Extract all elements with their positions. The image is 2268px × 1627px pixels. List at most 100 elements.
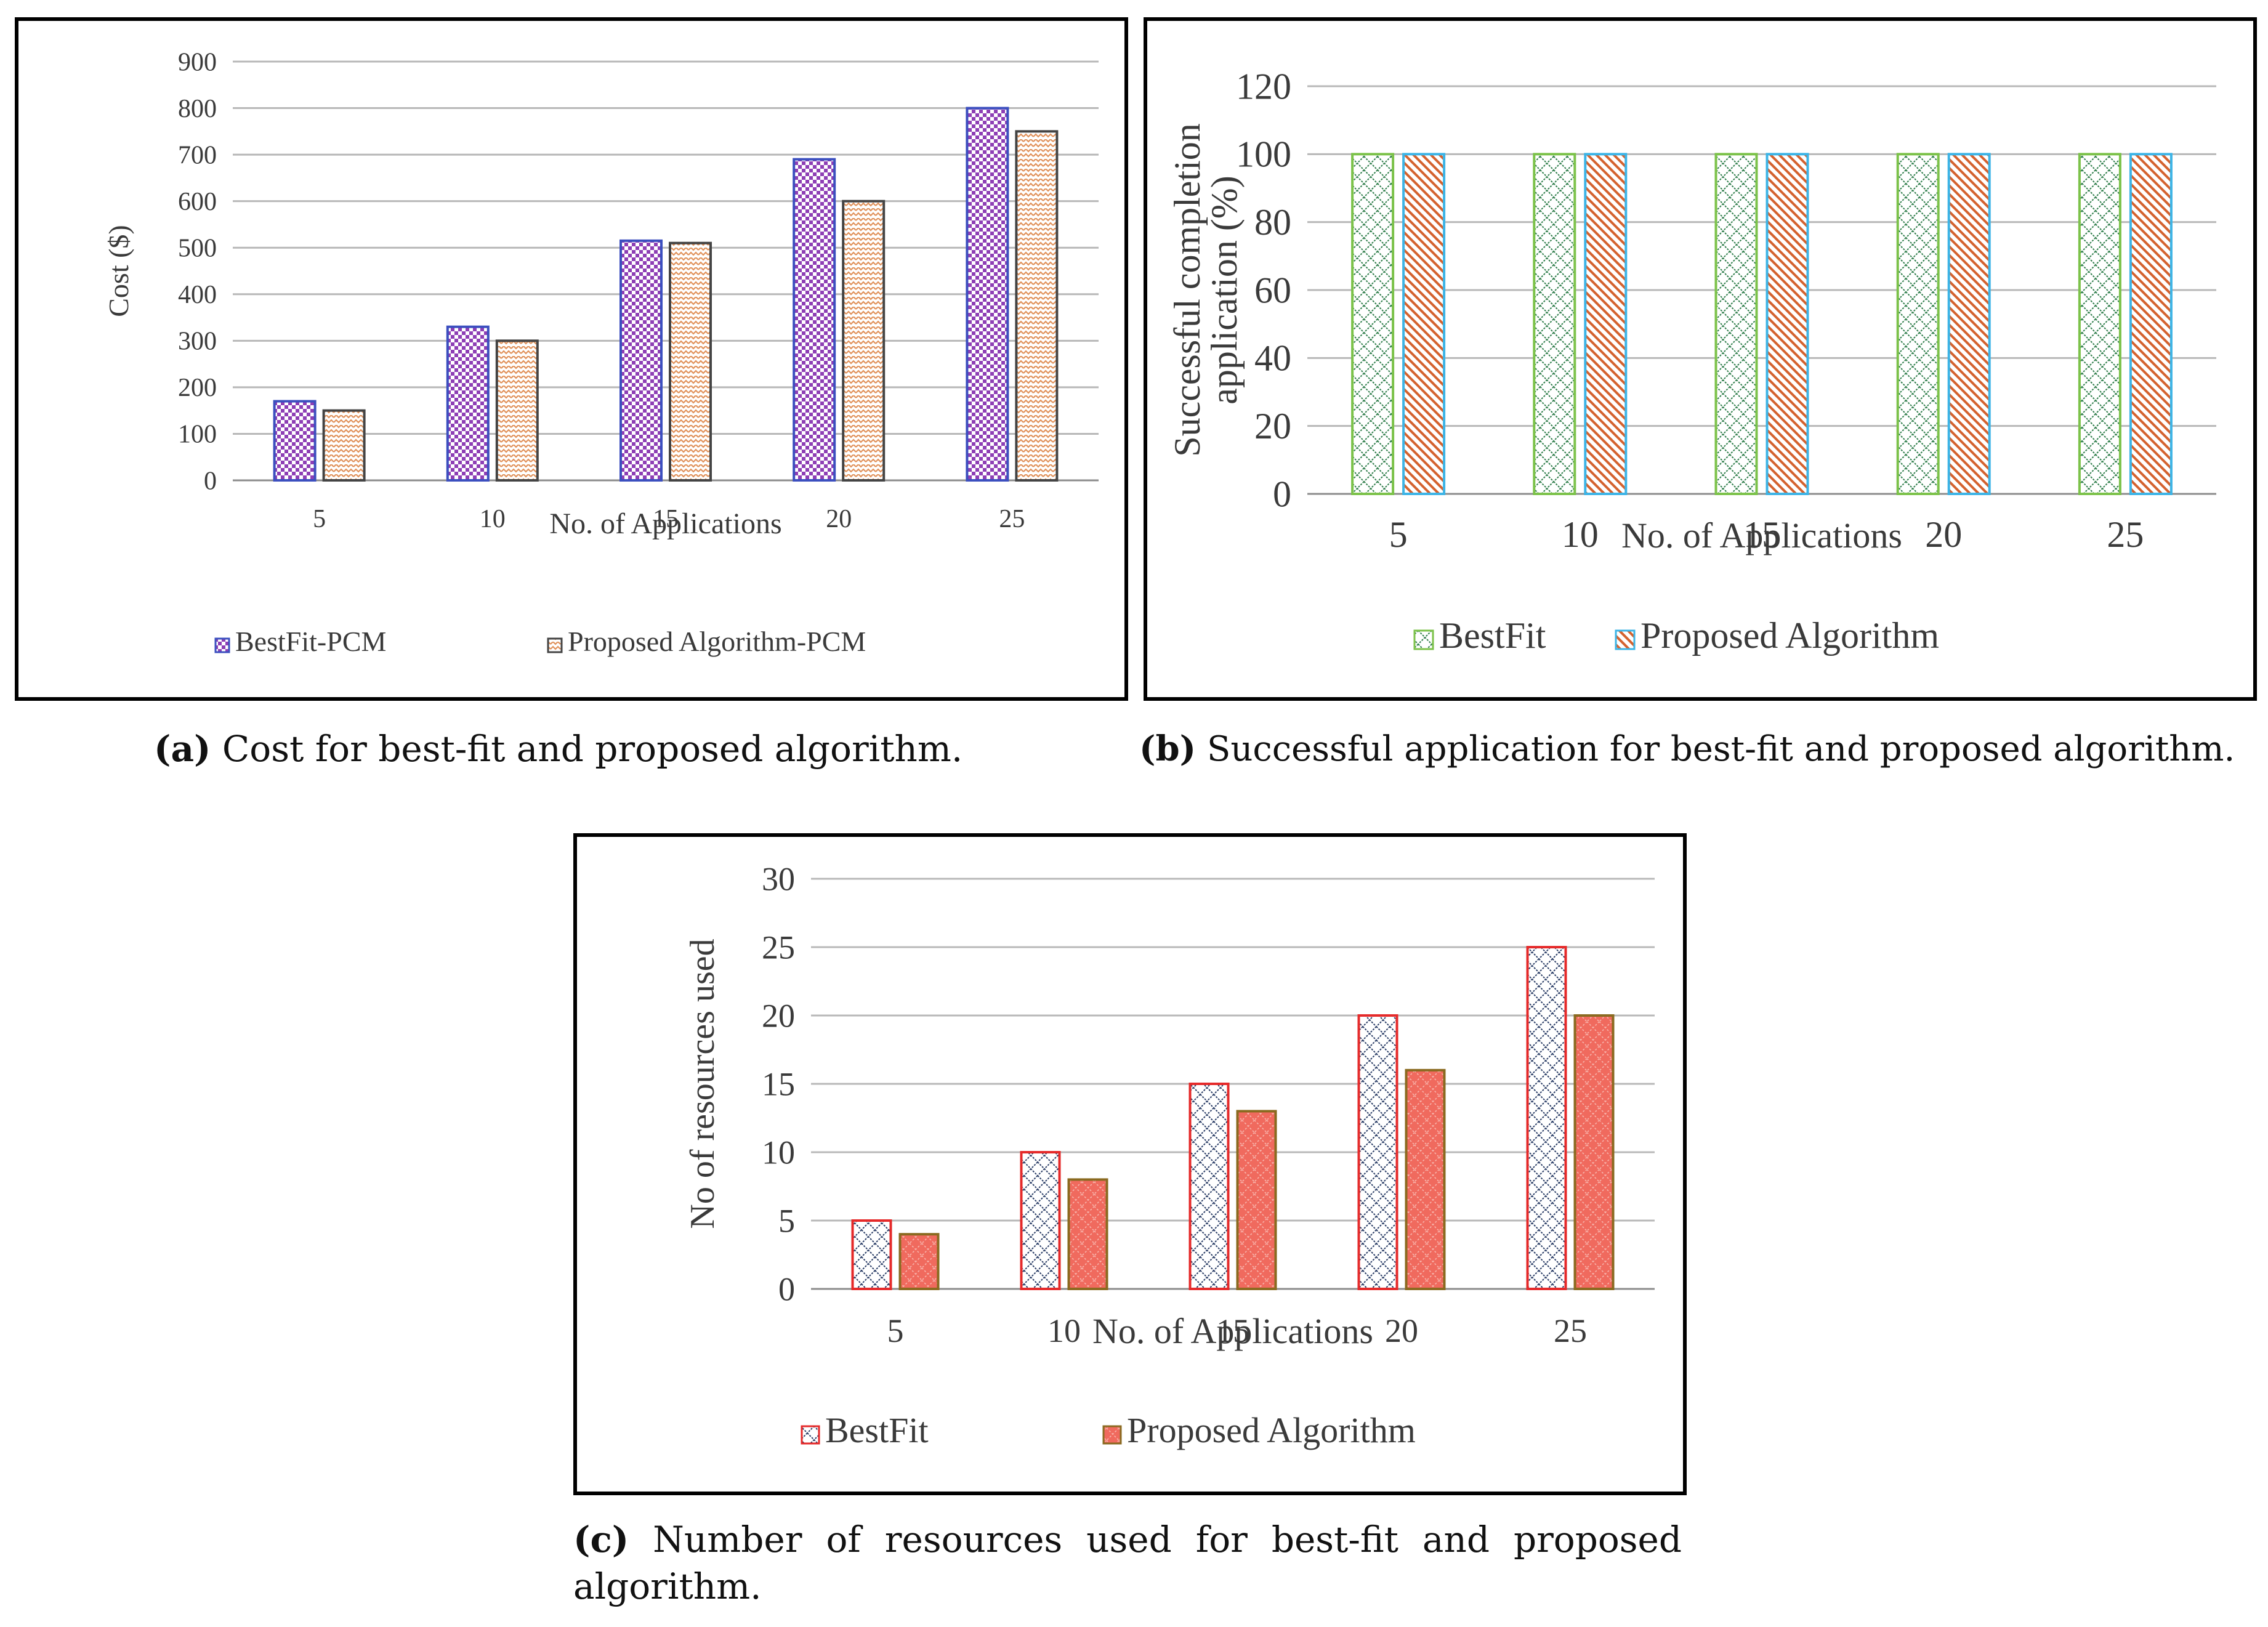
legend-label: Proposed Algorithm-PCM <box>568 626 866 657</box>
bar <box>1766 153 1809 496</box>
bar <box>1188 1083 1230 1290</box>
y-axis-label: Successful completion <box>1167 123 1208 457</box>
y-tick-label: 40 <box>1254 338 1291 379</box>
bar <box>1015 130 1059 482</box>
x-tick-label: 15 <box>1743 514 1780 555</box>
caption-c: (c) Number of resources used for best-fi… <box>573 1516 1682 1610</box>
y-tick-label: 300 <box>178 328 217 356</box>
y-tick-label: 0 <box>204 467 217 495</box>
caption-a-label: (a) <box>154 728 211 770</box>
legend-swatch <box>1413 629 1434 650</box>
y-tick-label: 0 <box>1273 474 1291 514</box>
bar <box>1714 153 1758 496</box>
x-tick-label: 25 <box>2107 514 2144 555</box>
caption-a-text: Cost for best-fit and proposed algorithm… <box>211 728 963 770</box>
y-tick-label: 80 <box>1254 202 1291 243</box>
x-tick-label: 5 <box>313 505 326 533</box>
y-tick-label: 900 <box>178 48 217 76</box>
y-tick-label: 15 <box>762 1065 795 1102</box>
success-chart: 0 20 40 60 80 100 120 5 10 15 20 25 No. of Applicati… <box>1167 66 2216 656</box>
y-tick-label: 25 <box>762 929 795 966</box>
legend-label: Proposed Algorithm <box>1640 615 1939 656</box>
chart-panel-resources: 0 5 10 15 20 25 30 5 10 15 20 25 No. of Applications… <box>573 833 1687 1495</box>
y-tick-label: 800 <box>178 95 217 123</box>
bar <box>1402 153 1446 496</box>
y-axis-label: No of resources used <box>684 939 722 1229</box>
bar <box>1526 946 1567 1290</box>
y-axis-label: application (%) <box>1204 176 1245 405</box>
legend-label: Proposed Algorithm <box>1127 1410 1416 1450</box>
bar <box>2078 153 2121 496</box>
x-axis-label: No. of Applications <box>1092 1311 1373 1351</box>
bar <box>1405 1068 1446 1290</box>
caption-c-label: (c) <box>573 1519 629 1560</box>
caption-b-label: (b) <box>1139 729 1197 769</box>
x-tick-label: 20 <box>1925 514 1962 555</box>
y-tick-label: 500 <box>178 235 217 263</box>
bar <box>1357 1014 1398 1290</box>
y-tick-label: 20 <box>762 997 795 1034</box>
chart-panel-cost: 0 100 200 300 400 500 600 700 800 900 5 10 15 20 25 No.… <box>15 17 1128 701</box>
x-tick-label: 15 <box>1216 1312 1249 1349</box>
bar <box>273 400 317 482</box>
legend-swatch <box>801 1425 820 1445</box>
legend-swatch <box>1615 629 1636 650</box>
legend-swatch <box>1102 1425 1122 1445</box>
x-tick-label: 10 <box>1562 514 1599 555</box>
resources-chart: 0 5 10 15 20 25 30 5 10 15 20 25 No. of Applications… <box>684 860 1655 1450</box>
x-tick-label: 5 <box>1389 514 1408 555</box>
bar <box>1020 1151 1061 1290</box>
x-tick-label: 5 <box>887 1312 904 1349</box>
bar <box>1573 1014 1615 1290</box>
bar <box>1584 153 1628 496</box>
bar <box>1533 153 1576 496</box>
x-tick-label: 25 <box>1554 1312 1587 1349</box>
y-axis-label: Cost ($) <box>103 225 134 317</box>
caption-c-text: Number of resources used for best-fit an… <box>573 1519 1682 1607</box>
bar <box>446 325 490 482</box>
y-tick-label: 120 <box>1236 66 1291 107</box>
bar <box>898 1233 940 1291</box>
bar <box>1236 1110 1277 1290</box>
legend-label: BestFit <box>825 1410 929 1450</box>
y-tick-label: 600 <box>178 188 217 216</box>
x-tick-label: 25 <box>999 505 1025 533</box>
bar <box>851 1219 892 1290</box>
bar <box>669 241 712 482</box>
y-tick-label: 0 <box>778 1270 795 1307</box>
bar <box>1351 153 1395 496</box>
y-tick-label: 100 <box>178 421 217 449</box>
legend-label: BestFit-PCM <box>235 626 386 657</box>
y-tick-label: 400 <box>178 281 217 309</box>
y-tick-label: 20 <box>1254 406 1291 446</box>
x-tick-label: 10 <box>480 505 506 533</box>
bar <box>495 339 539 482</box>
legend-swatch <box>214 637 230 653</box>
bar <box>842 200 886 482</box>
x-axis-label: No. of Applications <box>549 507 781 540</box>
cost-chart: 0 100 200 300 400 500 600 700 800 900 5 10 15 20 25 No.… <box>103 48 1099 657</box>
bar <box>793 158 836 482</box>
bar <box>1896 153 1940 496</box>
y-tick-label: 60 <box>1254 270 1291 310</box>
y-tick-label: 100 <box>1236 134 1291 175</box>
x-tick-label: 10 <box>1047 1312 1081 1349</box>
y-tick-label: 10 <box>762 1134 795 1171</box>
y-tick-label: 5 <box>778 1202 795 1239</box>
bar <box>1947 153 1991 496</box>
y-tick-label: 200 <box>178 374 217 402</box>
legend-swatch <box>547 637 563 653</box>
x-tick-label: 20 <box>1385 1312 1418 1349</box>
caption-b-text: Successful application for best-fit and … <box>1196 729 2235 769</box>
bar <box>2129 153 2173 496</box>
bar <box>966 107 1009 482</box>
x-tick-label: 15 <box>653 505 679 533</box>
legend-label: BestFit <box>1439 615 1546 656</box>
caption-a: (a) Cost for best-fit and proposed algor… <box>154 725 962 772</box>
bar <box>322 409 366 482</box>
chart-panel-success: 0 20 40 60 80 100 120 5 10 15 20 25 No. of Applicati… <box>1144 17 2257 701</box>
bar <box>1067 1178 1108 1291</box>
bar <box>619 239 663 482</box>
y-tick-label: 30 <box>762 860 795 897</box>
x-tick-label: 20 <box>826 505 852 533</box>
